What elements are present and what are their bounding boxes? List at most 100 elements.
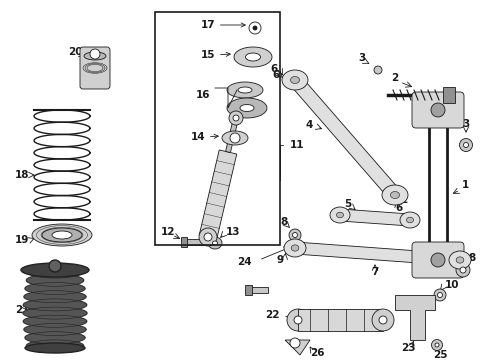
Ellipse shape: [460, 139, 472, 152]
Ellipse shape: [282, 70, 308, 90]
Text: 5: 5: [344, 199, 352, 209]
Text: 17: 17: [200, 20, 245, 30]
Text: 12: 12: [161, 227, 175, 237]
Ellipse shape: [435, 343, 439, 347]
Ellipse shape: [52, 231, 72, 239]
Bar: [185, 239, 207, 245]
Ellipse shape: [42, 228, 82, 242]
Ellipse shape: [238, 87, 252, 93]
Text: 23: 23: [401, 343, 415, 353]
Polygon shape: [26, 340, 84, 352]
Polygon shape: [225, 117, 239, 153]
Ellipse shape: [330, 207, 350, 223]
Bar: [155, 12, 280, 245]
Polygon shape: [24, 291, 86, 303]
Text: 25: 25: [433, 350, 447, 360]
Text: 1: 1: [462, 180, 469, 190]
Polygon shape: [28, 266, 82, 278]
Ellipse shape: [289, 229, 301, 241]
Ellipse shape: [21, 263, 89, 277]
Polygon shape: [290, 75, 400, 199]
Polygon shape: [285, 340, 310, 355]
Bar: [181, 237, 187, 247]
Ellipse shape: [432, 339, 442, 351]
Ellipse shape: [456, 257, 464, 263]
Bar: [245, 285, 252, 295]
Ellipse shape: [291, 77, 299, 84]
Text: 6: 6: [395, 203, 402, 213]
Circle shape: [49, 260, 61, 272]
Ellipse shape: [240, 104, 254, 112]
Text: 11: 11: [290, 140, 304, 150]
Text: 15: 15: [200, 50, 230, 60]
Text: 3: 3: [358, 53, 366, 63]
Ellipse shape: [291, 245, 299, 251]
Polygon shape: [199, 150, 237, 239]
Circle shape: [431, 103, 445, 117]
Circle shape: [204, 233, 212, 241]
Text: 14: 14: [191, 132, 218, 142]
Ellipse shape: [464, 143, 468, 148]
Ellipse shape: [382, 185, 408, 205]
FancyBboxPatch shape: [80, 47, 110, 89]
Text: 18: 18: [15, 170, 29, 180]
Text: 9: 9: [277, 255, 284, 265]
Text: 21: 21: [15, 305, 29, 315]
Ellipse shape: [407, 217, 414, 223]
FancyBboxPatch shape: [412, 92, 464, 128]
Text: 13: 13: [226, 227, 241, 237]
Ellipse shape: [227, 98, 267, 118]
Ellipse shape: [84, 52, 106, 60]
Ellipse shape: [284, 239, 306, 257]
Polygon shape: [24, 324, 86, 336]
Text: 8: 8: [280, 217, 288, 227]
Ellipse shape: [374, 66, 382, 74]
Text: 2: 2: [400, 195, 407, 205]
Ellipse shape: [456, 263, 470, 277]
Ellipse shape: [460, 267, 466, 273]
Bar: [250, 287, 268, 293]
Circle shape: [287, 309, 309, 331]
Circle shape: [90, 49, 100, 59]
Text: 6: 6: [271, 64, 278, 74]
Polygon shape: [24, 299, 87, 311]
Ellipse shape: [337, 212, 343, 218]
Ellipse shape: [208, 237, 222, 249]
Text: 26: 26: [310, 348, 324, 358]
Circle shape: [379, 316, 387, 324]
Polygon shape: [23, 307, 87, 319]
Polygon shape: [26, 274, 84, 286]
Text: 16: 16: [196, 90, 210, 100]
Circle shape: [294, 316, 302, 324]
Ellipse shape: [234, 47, 272, 67]
Circle shape: [253, 26, 257, 30]
Ellipse shape: [391, 192, 399, 198]
Ellipse shape: [400, 212, 420, 228]
Text: 19: 19: [15, 235, 29, 245]
Bar: [298, 309, 383, 331]
Ellipse shape: [438, 292, 442, 297]
Ellipse shape: [227, 82, 263, 98]
Text: 20: 20: [68, 47, 82, 57]
Text: 8: 8: [468, 253, 475, 263]
Ellipse shape: [245, 53, 261, 61]
Circle shape: [372, 309, 394, 331]
Text: 22: 22: [266, 310, 280, 320]
Bar: [443, 87, 455, 103]
Circle shape: [199, 228, 217, 246]
Circle shape: [229, 111, 243, 125]
Circle shape: [230, 133, 240, 143]
Polygon shape: [25, 283, 85, 294]
Circle shape: [431, 253, 445, 267]
Circle shape: [290, 338, 300, 348]
Ellipse shape: [222, 131, 248, 145]
Polygon shape: [294, 242, 461, 266]
Polygon shape: [395, 295, 435, 340]
Ellipse shape: [449, 251, 471, 269]
Text: 24: 24: [237, 257, 252, 267]
Ellipse shape: [32, 224, 92, 246]
Polygon shape: [25, 332, 85, 344]
Text: 4: 4: [306, 120, 313, 130]
Text: 7: 7: [371, 267, 379, 277]
Text: 10: 10: [445, 280, 460, 290]
